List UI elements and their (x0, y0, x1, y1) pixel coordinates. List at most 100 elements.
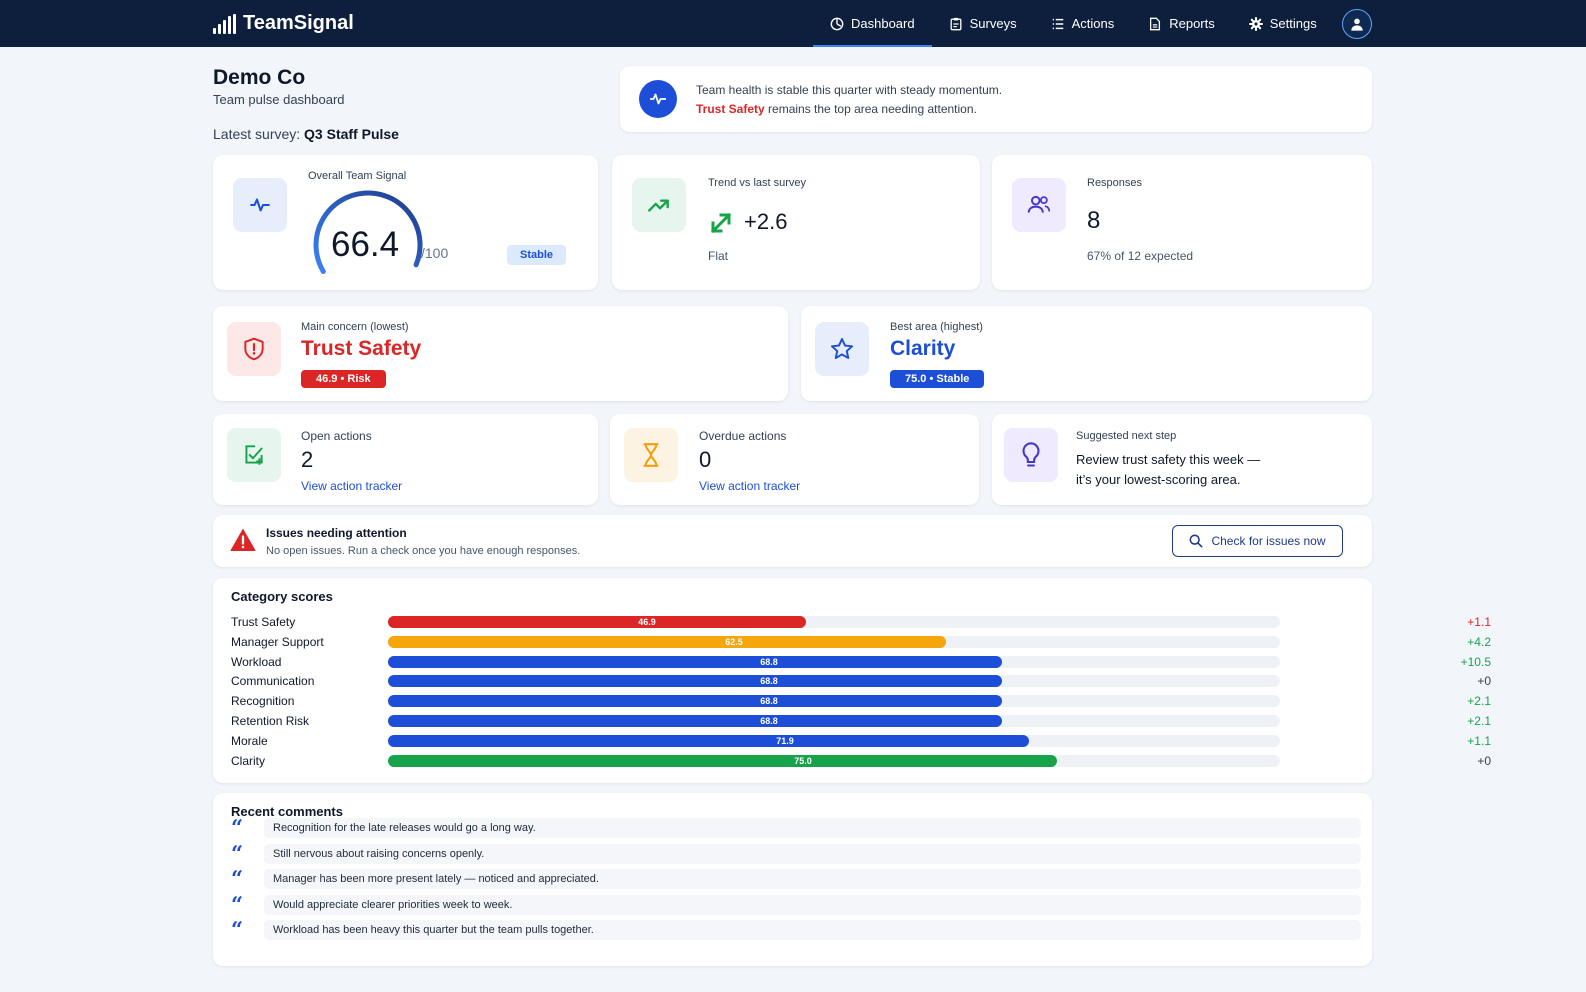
open-actions-link[interactable]: View action tracker (301, 479, 403, 493)
document-icon (1150, 17, 1161, 30)
responses-sub: 67% of 12 expected (1087, 249, 1194, 263)
status-badge: Stable (507, 245, 567, 265)
shield-alert-icon (227, 322, 281, 376)
open-actions-card: Open actions 2 View action tracker (213, 414, 598, 505)
nav-item-settings[interactable]: Settings (1232, 0, 1334, 47)
edit-check-icon (227, 428, 281, 482)
nav-item-label: Reports (1169, 16, 1215, 31)
category-bar (388, 655, 1002, 668)
category-score-label: 75.0 (794, 755, 812, 766)
overdue-actions-link[interactable]: View action tracker (699, 479, 801, 493)
overall-signal-card: Overall Team Signal 66.4 /100 Stable (213, 155, 598, 290)
category-bar (388, 675, 1002, 688)
category-bar-track: 68.8 (388, 715, 1280, 727)
arrow-diagonal-icon (710, 212, 732, 234)
nav-item-actions[interactable]: Actions (1034, 0, 1132, 47)
survey-name: Q3 Staff Pulse (304, 126, 399, 142)
category-delta: +4.2 (1467, 634, 1491, 649)
summary-banner: Team health is stable this quarter with … (620, 66, 1372, 132)
brand-name: TeamSignal (243, 12, 354, 34)
quote-icon: “ (231, 815, 244, 840)
nav-item-reports[interactable]: Reports (1131, 0, 1232, 47)
trending-up-icon (632, 178, 686, 232)
responses-card: Responses 8 67% of 12 expected (992, 155, 1372, 290)
nav-menu: Dashboard Surveys Actions Reports Settin… (813, 0, 1334, 47)
category-bar (388, 616, 806, 628)
survey-label: Latest survey: (213, 126, 301, 142)
category-score-label: 68.8 (760, 656, 778, 667)
category-bar-track: 68.8 (388, 675, 1280, 688)
recent-comments-card: Recent comments “ Recognition for the lat… (213, 793, 1372, 966)
issues-card: Issues needing attention No open issues.… (213, 515, 1372, 567)
lightbulb-icon (1004, 428, 1058, 482)
dashboard-icon (830, 17, 844, 30)
issues-sub: No open issues. Run a check once you hav… (266, 545, 581, 557)
comment-background (264, 818, 1361, 838)
category-name: Trust Safety (231, 615, 296, 629)
overdue-actions-label: Overdue actions (699, 429, 787, 443)
category-name: Clarity (231, 753, 266, 768)
signal-bars-icon (213, 13, 236, 34)
category-name: Communication (231, 674, 315, 689)
category-bar-track: 46.9 (388, 616, 1280, 628)
issues-title: Issues needing attention (266, 526, 407, 540)
star-icon (815, 322, 869, 376)
category-bar (388, 695, 1002, 708)
category-row: Workload 68.8 +10.5 (213, 652, 1491, 672)
next-step-card: Suggested next step Review trust safety … (992, 414, 1372, 505)
check-issues-button[interactable]: Check for issues now (1172, 525, 1343, 557)
trend-card: Trend vs last survey +2.6 Flat (612, 155, 980, 290)
users-icon (1012, 178, 1066, 232)
responses-count: 8 (1087, 207, 1101, 234)
comment-background (264, 894, 1361, 915)
category-delta: +0 (1477, 674, 1491, 689)
next-step-text: Review trust safety this week — it’s you… (1076, 450, 1260, 490)
trend-label: Trend vs last survey (708, 177, 807, 189)
comment-text: Still nervous about raising concerns ope… (273, 847, 485, 860)
org-name: Demo Co (213, 66, 306, 89)
concern-badge: 46.9 • Risk (301, 370, 386, 388)
user-avatar[interactable] (1342, 9, 1372, 39)
quote-icon: “ (231, 917, 244, 943)
comment-item: “ Manager has been more present lately — … (231, 868, 1361, 890)
overall-max: /100 (421, 245, 449, 261)
category-delta: +2.1 (1467, 714, 1491, 728)
category-delta: +10.5 (1460, 654, 1491, 669)
category-bar (388, 734, 1029, 747)
responses-label: Responses (1087, 177, 1143, 189)
user-icon (1351, 18, 1363, 31)
category-name: Morale (231, 733, 268, 748)
score-gauge (313, 190, 423, 274)
category-name: Recognition (231, 694, 295, 709)
category-delta: +2.1 (1467, 694, 1491, 709)
overdue-actions-count: 0 (699, 447, 712, 472)
comment-item: “ Workload has been heavy this quarter bu… (231, 917, 1361, 943)
nav-item-surveys[interactable]: Surveys (932, 0, 1034, 47)
category-scores-title: Category scores (231, 589, 333, 604)
concern-name: Trust Safety (301, 337, 422, 360)
category-bar (388, 635, 946, 648)
page-subtitle: Team pulse dashboard (213, 92, 345, 107)
comment-background (264, 843, 1361, 864)
comment-background (264, 920, 1361, 941)
nav-item-label: Dashboard (851, 16, 915, 31)
banner-line-2: Trust Safety remains the top area needin… (696, 102, 977, 116)
nav-item-dashboard[interactable]: Dashboard (813, 0, 932, 47)
banner-highlight: Trust Safety (696, 102, 765, 116)
quote-icon: “ (231, 891, 244, 917)
category-bar-track: 75.0 (388, 754, 1280, 767)
clipboard-icon (950, 17, 962, 30)
warning-icon (230, 529, 256, 551)
comment-text: Recognition for the late releases would … (273, 822, 536, 834)
category-scores-card: Category scores Trust Safety 46.9 +1.1 Mana… (213, 578, 1491, 783)
banner-line-2-rest: remains the top area needing attention. (764, 102, 977, 116)
category-bar (388, 715, 1002, 727)
comment-text: Workload has been heavy this quarter but… (273, 924, 594, 937)
best-badge: 75.0 • Stable (890, 370, 985, 388)
next-step-line-1: Review trust safety this week — (1076, 452, 1261, 467)
brand-logo[interactable]: TeamSignal (213, 12, 354, 35)
comment-text: Would appreciate clearer priorities week… (273, 898, 513, 911)
gear-icon (1248, 16, 1263, 31)
nav-item-label: Actions (1071, 16, 1115, 31)
trend-value: +2.6 (744, 209, 788, 234)
